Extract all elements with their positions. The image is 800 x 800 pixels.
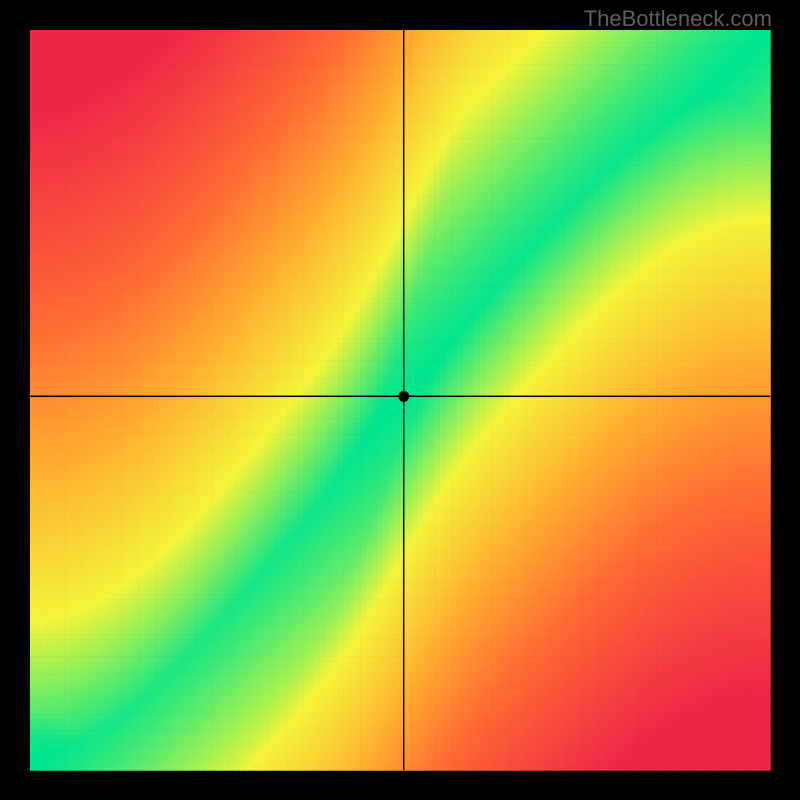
- heatmap-canvas: [0, 0, 800, 800]
- watermark-text: TheBottleneck.com: [584, 6, 772, 32]
- chart-container: TheBottleneck.com: [0, 0, 800, 800]
